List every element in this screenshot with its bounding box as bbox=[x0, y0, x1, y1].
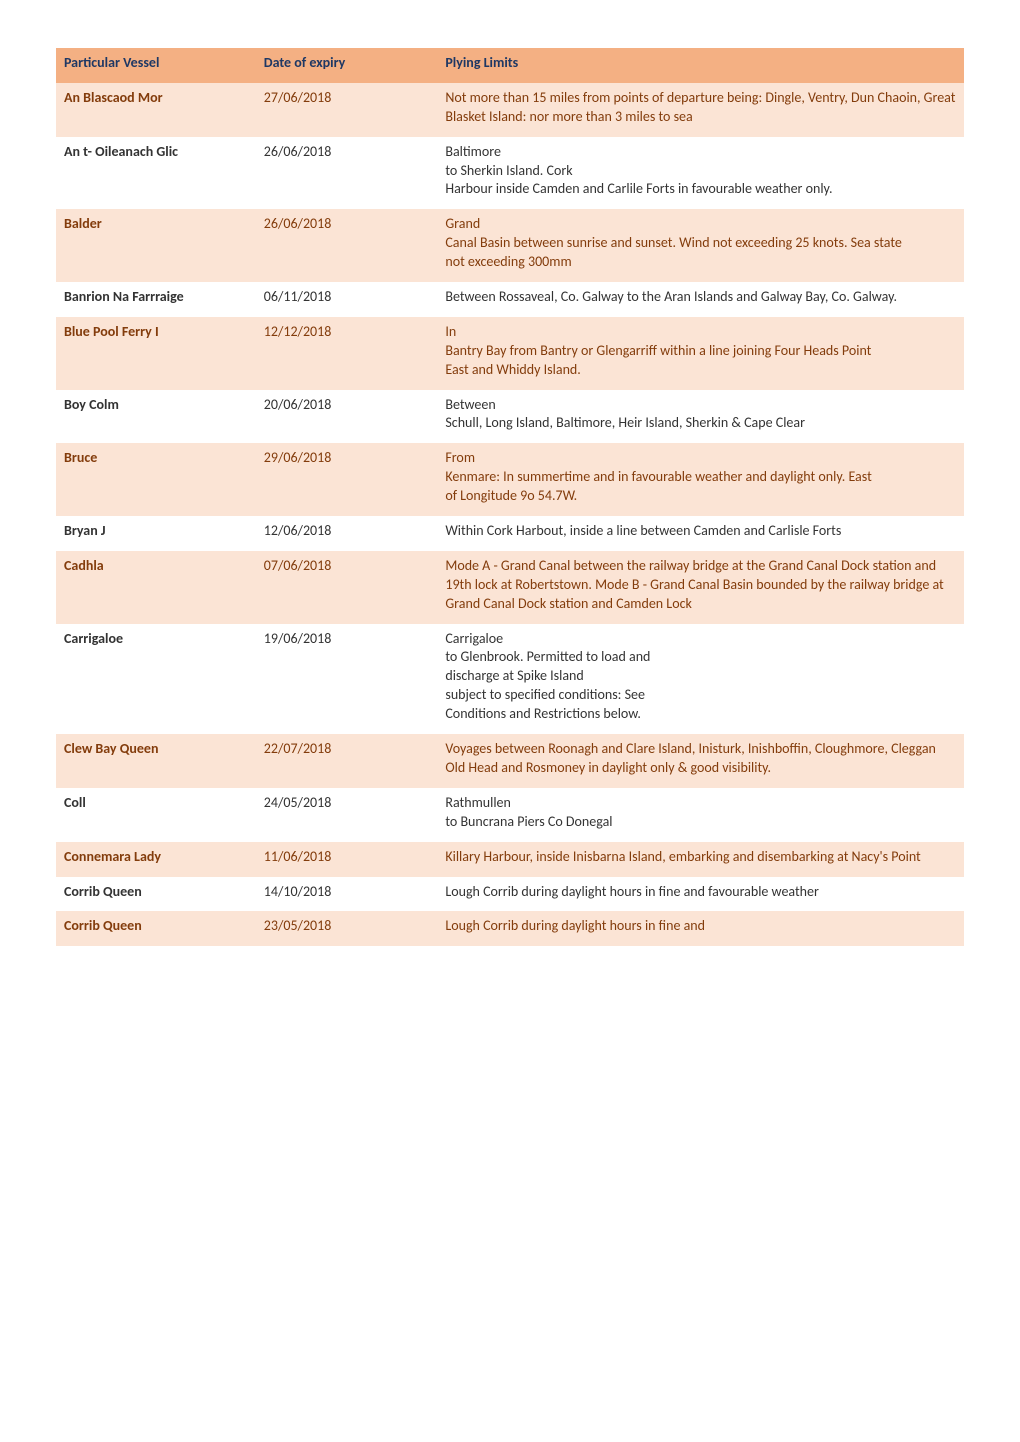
cell-vessel: An Blascaod Mor bbox=[56, 83, 256, 137]
cell-vessel: An t- Oileanach Glic bbox=[56, 137, 256, 210]
cell-vessel: Bruce bbox=[56, 443, 256, 516]
cell-limits: Within Cork Harbout, inside a line betwe… bbox=[437, 516, 964, 551]
table-row: Corrib Queen14/10/2018Lough Corrib durin… bbox=[56, 877, 964, 912]
cell-vessel: Cadhla bbox=[56, 551, 256, 624]
cell-vessel: Balder bbox=[56, 209, 256, 282]
cell-expiry: 12/12/2018 bbox=[256, 317, 438, 390]
cell-expiry: 12/06/2018 bbox=[256, 516, 438, 551]
cell-vessel: Coll bbox=[56, 788, 256, 842]
table-row: Clew Bay Queen22/07/2018Voyages between … bbox=[56, 734, 964, 788]
table-row: Banrion Na Farrraige06/11/2018Between Ro… bbox=[56, 282, 964, 317]
cell-limits: In Bantry Bay from Bantry or Glengarriff… bbox=[437, 317, 964, 390]
cell-vessel: Corrib Queen bbox=[56, 877, 256, 912]
cell-vessel: Blue Pool Ferry I bbox=[56, 317, 256, 390]
cell-expiry: 23/05/2018 bbox=[256, 911, 438, 946]
cell-expiry: 20/06/2018 bbox=[256, 390, 438, 444]
table-header-row: Particular Vessel Date of expiry Plying … bbox=[56, 48, 964, 83]
table-row: Corrib Queen23/05/2018Lough Corrib durin… bbox=[56, 911, 964, 946]
cell-limits: Voyages between Roonagh and Clare Island… bbox=[437, 734, 964, 788]
col-header-limits: Plying Limits bbox=[437, 48, 964, 83]
cell-expiry: 19/06/2018 bbox=[256, 624, 438, 734]
col-header-vessel: Particular Vessel bbox=[56, 48, 256, 83]
cell-vessel: Banrion Na Farrraige bbox=[56, 282, 256, 317]
table-row: Cadhla07/06/2018Mode A - Grand Canal bet… bbox=[56, 551, 964, 624]
cell-vessel: Clew Bay Queen bbox=[56, 734, 256, 788]
cell-limits: Between Rossaveal, Co. Galway to the Ara… bbox=[437, 282, 964, 317]
cell-limits: From Kenmare: In summertime and in favou… bbox=[437, 443, 964, 516]
cell-vessel: Carrigaloe bbox=[56, 624, 256, 734]
table-row: Bryan J12/06/2018Within Cork Harbout, in… bbox=[56, 516, 964, 551]
cell-expiry: 14/10/2018 bbox=[256, 877, 438, 912]
cell-limits: Baltimore to Sherkin Island. Cork Harbou… bbox=[437, 137, 964, 210]
cell-expiry: 07/06/2018 bbox=[256, 551, 438, 624]
table-row: Balder26/06/2018Grand Canal Basin betwee… bbox=[56, 209, 964, 282]
cell-limits: Between Schull, Long Island, Baltimore, … bbox=[437, 390, 964, 444]
cell-limits: Carrigaloe to Glenbrook. Permitted to lo… bbox=[437, 624, 964, 734]
table-row: An t- Oileanach Glic26/06/2018Baltimore … bbox=[56, 137, 964, 210]
cell-vessel: Boy Colm bbox=[56, 390, 256, 444]
cell-expiry: 06/11/2018 bbox=[256, 282, 438, 317]
table-row: An Blascaod Mor27/06/2018Not more than 1… bbox=[56, 83, 964, 137]
cell-expiry: 27/06/2018 bbox=[256, 83, 438, 137]
table-row: Blue Pool Ferry I12/12/2018In Bantry Bay… bbox=[56, 317, 964, 390]
vessels-table: Particular Vessel Date of expiry Plying … bbox=[56, 48, 964, 946]
table-row: Coll24/05/2018Rathmullen to Buncrana Pie… bbox=[56, 788, 964, 842]
cell-vessel: Corrib Queen bbox=[56, 911, 256, 946]
table-row: Bruce29/06/2018From Kenmare: In summerti… bbox=[56, 443, 964, 516]
cell-limits: Not more than 15 miles from points of de… bbox=[437, 83, 964, 137]
cell-expiry: 24/05/2018 bbox=[256, 788, 438, 842]
cell-expiry: 26/06/2018 bbox=[256, 137, 438, 210]
table-row: Boy Colm20/06/2018Between Schull, Long I… bbox=[56, 390, 964, 444]
cell-expiry: 22/07/2018 bbox=[256, 734, 438, 788]
cell-expiry: 29/06/2018 bbox=[256, 443, 438, 516]
table-row: Connemara Lady11/06/2018Killary Harbour,… bbox=[56, 842, 964, 877]
cell-vessel: Connemara Lady bbox=[56, 842, 256, 877]
cell-vessel: Bryan J bbox=[56, 516, 256, 551]
cell-limits: Lough Corrib during daylight hours in fi… bbox=[437, 877, 964, 912]
col-header-expiry: Date of expiry bbox=[256, 48, 438, 83]
cell-limits: Rathmullen to Buncrana Piers Co Donegal bbox=[437, 788, 964, 842]
cell-expiry: 11/06/2018 bbox=[256, 842, 438, 877]
table-row: Carrigaloe19/06/2018Carrigaloe to Glenbr… bbox=[56, 624, 964, 734]
cell-limits: Mode A - Grand Canal between the railway… bbox=[437, 551, 964, 624]
cell-limits: Killary Harbour, inside Inisbarna Island… bbox=[437, 842, 964, 877]
cell-limits: Grand Canal Basin between sunrise and su… bbox=[437, 209, 964, 282]
cell-expiry: 26/06/2018 bbox=[256, 209, 438, 282]
cell-limits: Lough Corrib during daylight hours in fi… bbox=[437, 911, 964, 946]
